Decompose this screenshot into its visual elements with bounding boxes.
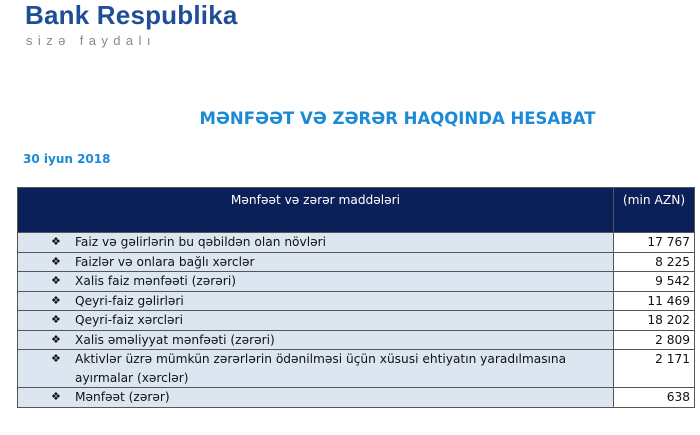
row-label-cell: ❖ Xalis faiz mənfəəti (zərəri): [17, 271, 614, 292]
row-value: 2 171: [613, 349, 695, 388]
bullet-icon: ❖: [51, 235, 61, 248]
report-title: MƏNFƏƏT VƏ ZƏRƏR HAQQINDA HESABAT: [199, 109, 596, 128]
row-label-cell: ❖ Mənfəət (zərər): [17, 387, 614, 408]
row-label: Faiz və gəlirlərin bu qəbildən olan növl…: [75, 235, 326, 249]
table-row: ❖ Qeyri-faiz gəlirləri 11 469: [17, 290, 695, 311]
report-date: 30 iyun 2018: [23, 152, 111, 166]
row-value: 8 225: [613, 251, 695, 272]
row-label-cell: ❖ Faiz və gəlirlərin bu qəbildən olan növ…: [17, 232, 614, 253]
row-label-cell: ❖ Faizlər və onlara bağlı xərclər: [17, 251, 614, 272]
row-label-cell: ❖ Qeyri-faiz gəlirləri: [17, 290, 614, 311]
header-items: Mənfəət və zərər maddələri: [17, 187, 614, 233]
row-label: Mənfəət (zərər): [75, 390, 170, 404]
table-row: ❖ Faiz və gəlirlərin bu qəbildən olan növ…: [17, 232, 695, 253]
table-row: ❖ Faizlər və onlara bağlı xərclər 8 225: [17, 251, 695, 272]
row-value: 638: [613, 387, 695, 408]
row-label-cell: ❖ Xalis əməliyyat mənfəəti (zərəri): [17, 329, 614, 350]
bullet-icon: ❖: [51, 254, 61, 268]
header-unit: (min AZN): [613, 187, 695, 233]
row-label: Faizlər və onlara bağlı xərclər: [75, 254, 255, 269]
row-value: 18 202: [613, 310, 695, 331]
row-value: 2 809: [613, 329, 695, 350]
income-statement-table: Mənfəət və zərər maddələri (min AZN) ❖ Fa…: [17, 187, 695, 408]
row-label-cell: ❖ Qeyri-faiz xərcləri: [17, 310, 614, 331]
table-row: ❖ Mənfəət (zərər) 638: [17, 387, 695, 408]
row-value: 9 542: [613, 271, 695, 292]
row-value: 11 469: [613, 290, 695, 311]
table-row: ❖ Qeyri-faiz xərcləri 18 202: [17, 310, 695, 331]
bullet-icon: ❖: [51, 332, 61, 346]
row-label: Xalis əməliyyat mənfəəti (zərəri): [75, 332, 275, 347]
table-row: ❖ Xalis əməliyyat mənfəəti (zərəri) 2 809: [17, 329, 695, 350]
table-row: ❖ Aktivlər üzrə mümkün zərərlərin ödənilm…: [17, 349, 695, 388]
row-label: Aktivlər üzrə mümkün zərərlərin ödənilmə…: [75, 352, 567, 385]
row-label: Qeyri-faiz xərcləri: [75, 313, 183, 327]
bullet-icon: ❖: [51, 352, 61, 365]
bullet-icon: ❖: [51, 293, 61, 307]
table-header-row: Mənfəət və zərər maddələri (min AZN): [17, 187, 695, 233]
row-label-cell: ❖ Aktivlər üzrə mümkün zərərlərin ödənilm…: [17, 349, 614, 388]
row-value: 17 767: [613, 232, 695, 253]
row-label: Qeyri-faiz gəlirləri: [75, 293, 184, 308]
table-row: ❖ Xalis faiz mənfəəti (zərəri) 9 542: [17, 271, 695, 292]
bullet-icon: ❖: [51, 274, 61, 287]
bullet-icon: ❖: [51, 313, 61, 326]
bullet-icon: ❖: [51, 390, 61, 403]
bank-logo: Bank Respublika: [25, 0, 238, 30]
bank-tagline: sizə faydalı: [26, 33, 156, 48]
row-label: Xalis faiz mənfəəti (zərəri): [75, 274, 236, 288]
